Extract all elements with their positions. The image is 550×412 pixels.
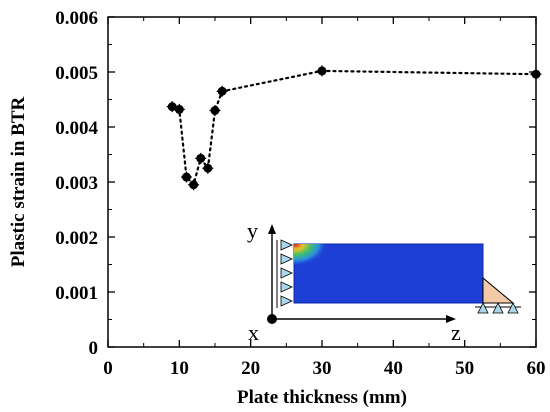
y-tick-label: 0.001	[55, 283, 98, 304]
roller-icon	[492, 302, 504, 314]
inset-z-label: z	[451, 320, 461, 345]
y-tick-label: 0.003	[55, 173, 98, 194]
y-tick-label: 0.004	[55, 118, 98, 139]
data-point-spikes	[180, 171, 192, 183]
x-tick-label: 60	[527, 358, 546, 379]
y-tick-label: 0.006	[55, 8, 98, 29]
inset-left-rollers	[280, 239, 293, 307]
inset-x-label: x	[248, 320, 259, 345]
inset-bottom-rollers	[477, 302, 519, 314]
data-point-spikes	[216, 85, 228, 97]
x-tick-label: 30	[313, 358, 332, 379]
roller-icon	[507, 302, 519, 314]
inset-y-label: y	[247, 218, 258, 243]
roller-icon	[280, 267, 293, 279]
x-tick-label: 40	[384, 358, 403, 379]
data-point-spikes	[530, 68, 542, 80]
roller-icon	[280, 239, 293, 251]
series-line	[171, 69, 538, 188]
data-point-spikes	[209, 105, 221, 116]
data-point-spikes	[202, 162, 214, 174]
x-tick-label: 10	[170, 358, 189, 379]
inset-support-triangle	[482, 276, 515, 304]
y-axis-title: Plastic strain in BTR	[8, 96, 29, 267]
x-tick-label: 20	[241, 358, 260, 379]
roller-icon	[280, 281, 293, 293]
inset-y-arrowhead	[268, 224, 276, 234]
y-axis-ticks: 0 0.001 0.002 0.003 0.004 0.005 0.006	[55, 8, 536, 359]
roller-icon	[280, 253, 293, 265]
y-tick-label: 0.002	[55, 228, 98, 249]
y-tick-label: 0.005	[55, 63, 98, 84]
x-tick-label: 0	[103, 358, 113, 379]
x-axis-title: Plate thickness (mm)	[237, 387, 407, 408]
data-point-spikes	[316, 65, 328, 77]
x-tick-label: 50	[455, 358, 474, 379]
inset-heat-zone	[294, 244, 334, 272]
roller-icon	[280, 295, 293, 307]
data-point-spikes	[188, 179, 200, 191]
data-point-spikes	[195, 152, 207, 164]
model-inset: y x z	[247, 218, 521, 345]
inset-z-arrowhead	[446, 315, 456, 323]
x-axis-ticks: 0 10 20 30 40 50 60	[103, 17, 546, 379]
data-series	[166, 65, 542, 191]
inset-origin-dot	[267, 314, 277, 324]
data-point-spikes	[173, 103, 185, 115]
roller-icon	[477, 302, 489, 314]
y-tick-label: 0	[89, 338, 99, 359]
